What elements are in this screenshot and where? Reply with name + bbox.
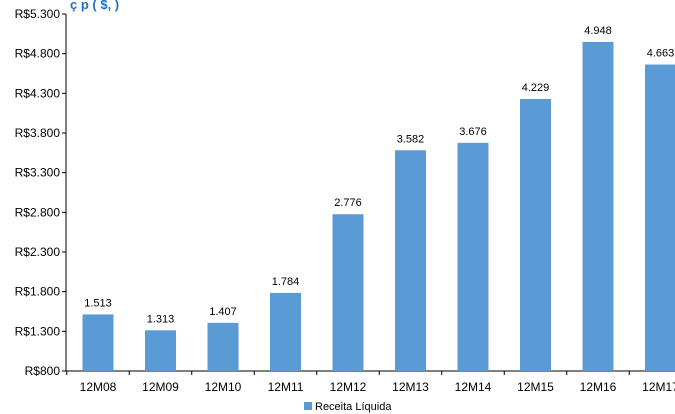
data-label: 3.676 [459,126,487,138]
bar [145,330,176,371]
data-label: 1.784 [272,276,300,288]
y-tick-label: R$5.300 [15,7,61,21]
y-tick-label: R$3.800 [15,126,61,140]
chart-title: ç p ( $, ) [70,0,119,12]
bar [270,292,301,371]
y-tick-label: R$2.300 [15,245,61,259]
x-tick-label: 12M15 [517,380,554,394]
x-axis: 12M08 12M09 12M10 12M11 12M12 12M13 12M14 12M15… [66,370,675,394]
bar [332,214,364,371]
x-tick-label: 12M16 [580,380,617,394]
bar-series [82,41,675,372]
legend-swatch [304,402,312,410]
y-tick-label: R$3.300 [15,166,61,180]
legend: Receita Líquida [304,401,392,413]
x-tick-label: 12M17 [642,380,675,394]
x-tick-label: 12M09 [142,380,179,394]
data-label: 4.663 [647,48,675,60]
y-tick-label: R$4.800 [15,47,61,61]
x-tick-label: 12M13 [392,380,429,394]
data-label: 1.513 [84,297,112,309]
y-tick-label: R$800 [25,364,61,378]
x-tick-label: 12M12 [330,380,367,394]
data-label: 3.582 [397,133,425,145]
bar [82,314,114,371]
data-label: 2.776 [334,197,362,209]
y-tick-label: R$1.300 [15,324,61,338]
x-tick-label: 12M14 [455,380,492,394]
legend-label: Receita Líquida [315,401,392,413]
y-tick-label: R$4.300 [15,86,61,100]
x-tick-label: 12M08 [80,380,117,394]
data-label: 1.407 [209,306,237,318]
data-label: 4.229 [522,82,550,94]
y-tick-label: R$2.800 [15,205,61,219]
bar [645,64,675,371]
bar [395,150,426,371]
bar [457,142,489,371]
data-labels: 1.513 1.313 1.407 1.784 2.776 3.582 3.676 4.229… [84,25,674,325]
y-tick-label: R$1.800 [15,285,61,299]
bar [520,98,551,371]
bar [582,41,614,372]
x-tick-label: 12M10 [205,380,242,394]
x-tick-label: 12M11 [268,380,304,394]
data-label: 1.313 [147,313,175,325]
bar [207,322,239,371]
y-axis: R$800 R$1.300 R$1.800 R$2.300 R$2.800 R$3.300… [15,7,67,378]
data-label: 4.948 [584,25,612,37]
